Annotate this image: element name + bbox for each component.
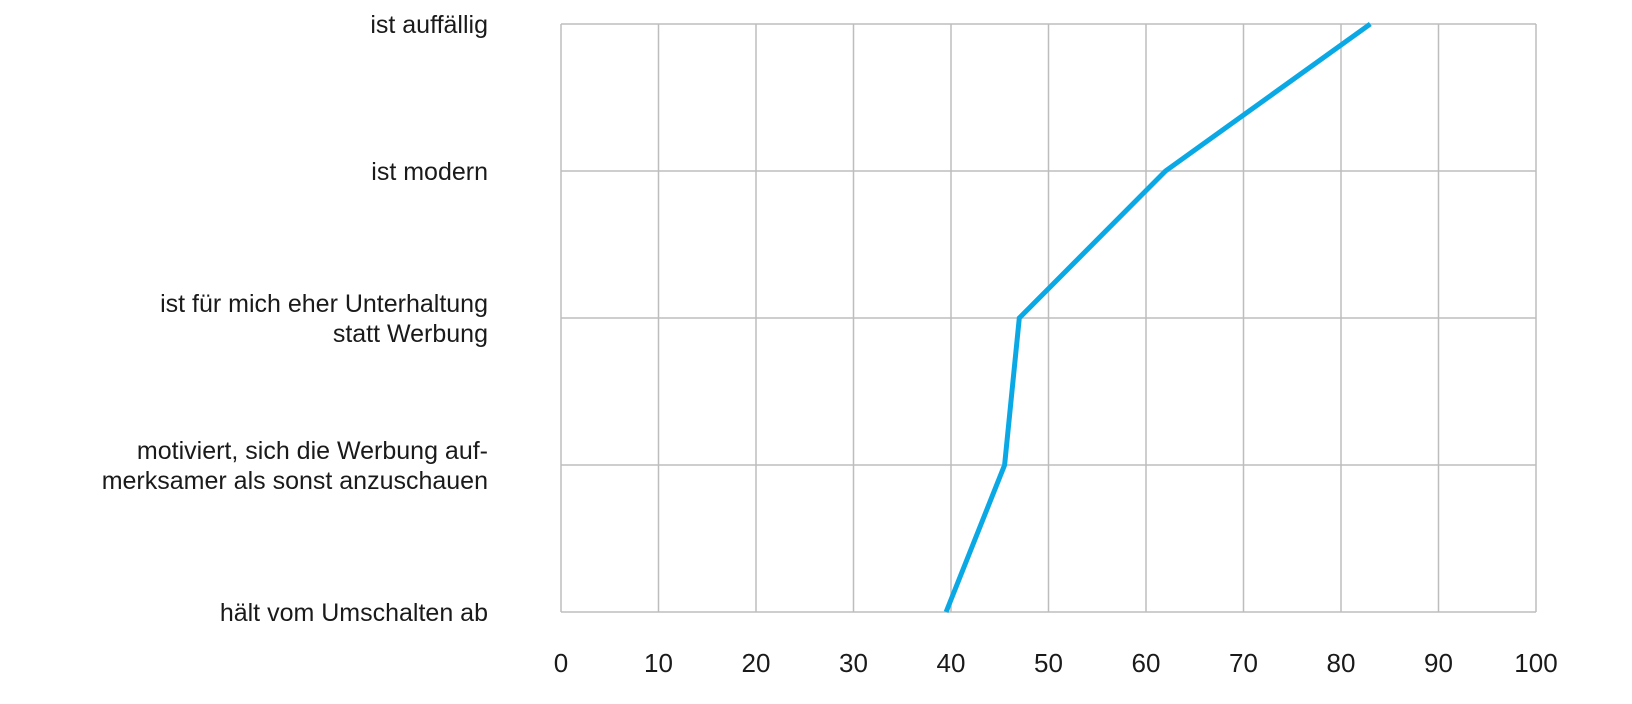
x-tick-label: 100 [1514, 648, 1557, 678]
category-label-line: statt Werbung [333, 320, 488, 348]
category-label-line: merksamer als sonst anzuschauen [102, 467, 488, 495]
x-tick-label: 90 [1424, 648, 1453, 678]
category-label: ist für mich eher Unterhaltung statt Werb… [160, 290, 488, 348]
category-labels: ist auffällig ist modern ist für mich eher… [102, 11, 488, 627]
x-tick-label: 10 [644, 648, 673, 678]
grid-lines [560, 23, 1537, 613]
x-tick-label: 40 [937, 648, 966, 678]
category-label: hält vom Umschalten ab [220, 599, 488, 627]
category-label: motiviert, sich die Werbung auf-merksame… [102, 437, 488, 495]
series-layer [943, 21, 1372, 613]
category-label-line: ist modern [371, 158, 488, 186]
x-tick-label: 50 [1034, 648, 1063, 678]
x-tick-label: 20 [742, 648, 771, 678]
x-tick-label: 0 [554, 648, 568, 678]
category-label-line: ist auffällig [370, 11, 488, 39]
category-label: ist modern [371, 158, 488, 186]
x-tick-label: 70 [1229, 648, 1258, 678]
x-tick-label: 60 [1132, 648, 1161, 678]
x-tick-label: 80 [1327, 648, 1356, 678]
x-axis-tick-labels: 0 10 20 30 40 50 60 70 80 90 100 [554, 648, 1558, 678]
category-label-line: ist für mich eher Unterhaltung [160, 290, 488, 318]
category-label: ist auffällig [370, 11, 488, 39]
x-tick-label: 30 [839, 648, 868, 678]
category-label-line: motiviert, sich die Werbung auf- [137, 437, 488, 465]
category-label-line: hält vom Umschalten ab [220, 599, 488, 627]
